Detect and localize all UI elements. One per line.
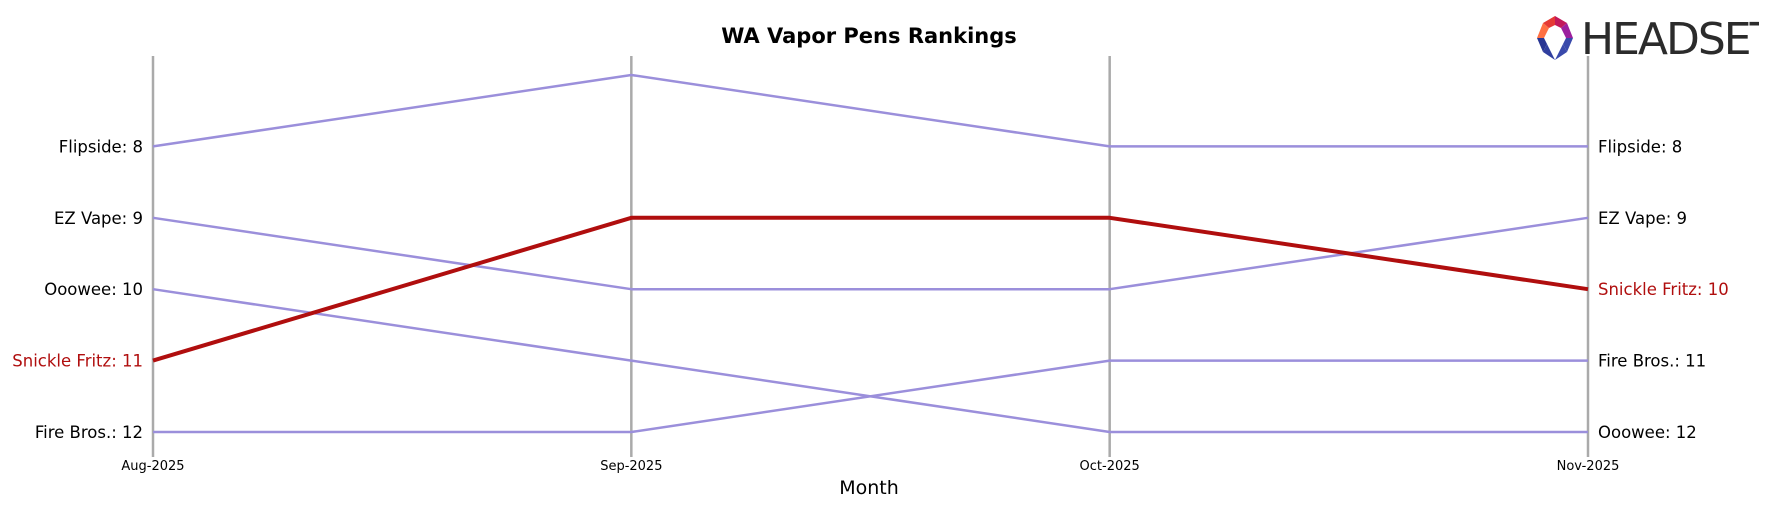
x-axis-ticks: Aug-2025 Sep-2025 Oct-2025 Nov-2025 — [121, 459, 1619, 474]
x-tick-label: Oct-2025 — [1080, 459, 1140, 474]
right-rank-labels: Flipside: 8 EZ Vape: 9 Snickle Fritz: 10 Fi… — [1598, 137, 1729, 442]
series-line-snickle-fritz — [152, 215, 1589, 363]
left-rank-labels: Flipside: 8 EZ Vape: 9 Ooowee: 10 Snickle F… — [12, 137, 143, 442]
right-rank-label: EZ Vape: 9 — [1598, 209, 1687, 228]
chart-title: WA Vapor Pens Rankings — [721, 24, 1017, 48]
left-rank-label: Fire Bros.: 12 — [35, 423, 143, 442]
left-rank-label: Flipside: 8 — [59, 137, 143, 156]
left-rank-label: Ooowee: 10 — [44, 280, 143, 299]
x-tick-label: Aug-2025 — [121, 459, 184, 474]
series-line-fire-bros — [153, 359, 1588, 434]
right-rank-label: Flipside: 8 — [1598, 137, 1682, 156]
x-tick-label: Sep-2025 — [600, 459, 662, 474]
month-lines — [151, 56, 1590, 457]
right-rank-label: Snickle Fritz: 10 — [1598, 280, 1729, 299]
right-rank-label: Fire Bros.: 11 — [1598, 352, 1706, 371]
series-lines — [152, 73, 1589, 434]
left-rank-label: Snickle Fritz: 11 — [12, 352, 143, 371]
headset-logo: HEADSET — [1537, 14, 1759, 62]
headset-hexagon-logo-icon — [1537, 16, 1573, 60]
x-axis-title: Month — [839, 477, 899, 499]
series-line-flipside — [152, 73, 1588, 148]
left-rank-label: EZ Vape: 9 — [54, 209, 143, 228]
right-rank-label: Ooowee: 12 — [1598, 423, 1697, 442]
logo-text: HEADSET — [1581, 14, 1759, 62]
series-line-ez-vape — [152, 216, 1589, 291]
x-tick-label: Nov-2025 — [1557, 459, 1620, 474]
